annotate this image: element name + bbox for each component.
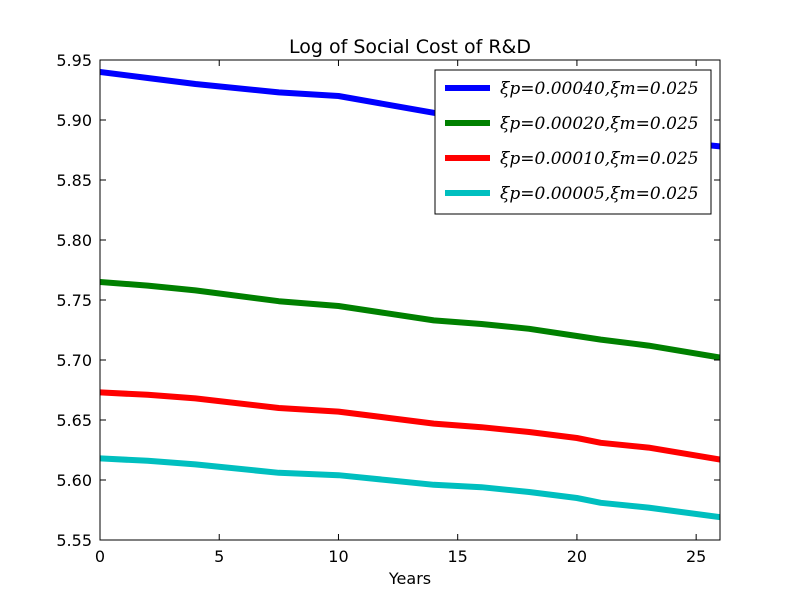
- y-tick-label: 5.75: [56, 291, 92, 310]
- x-axis-label: Years: [388, 569, 431, 588]
- x-tick-label: 0: [95, 547, 105, 566]
- legend-entry-label: ξp=0.00005,ξm=0.025: [500, 184, 699, 204]
- y-tick-label: 5.80: [56, 231, 92, 250]
- x-tick-label: 25: [686, 547, 706, 566]
- y-tick-label: 5.95: [56, 51, 92, 70]
- y-tick-label: 5.55: [56, 531, 92, 550]
- x-tick-label: 5: [214, 547, 224, 566]
- legend-entry-label: ξp=0.00040,ξm=0.025: [500, 79, 699, 99]
- series-line-4: [100, 455, 720, 521]
- chart-title: Log of Social Cost of R&D: [289, 36, 531, 58]
- y-tick-label: 5.70: [56, 351, 92, 370]
- y-tick-label: 5.65: [56, 411, 92, 430]
- y-tick-label: 5.90: [56, 111, 92, 130]
- x-tick-label: 15: [448, 547, 468, 566]
- legend-entry-label: ξp=0.00010,ξm=0.025: [500, 149, 699, 169]
- y-tick-label: 5.60: [56, 471, 92, 490]
- legend-entry-label: ξp=0.00020,ξm=0.025: [500, 114, 699, 134]
- series-line-3: [100, 389, 720, 463]
- x-tick-label: 10: [328, 547, 348, 566]
- series-line-2: [100, 279, 720, 361]
- x-tick-label: 20: [567, 547, 587, 566]
- plot-frame: [99, 59, 721, 541]
- y-tick-label: 5.85: [56, 171, 92, 190]
